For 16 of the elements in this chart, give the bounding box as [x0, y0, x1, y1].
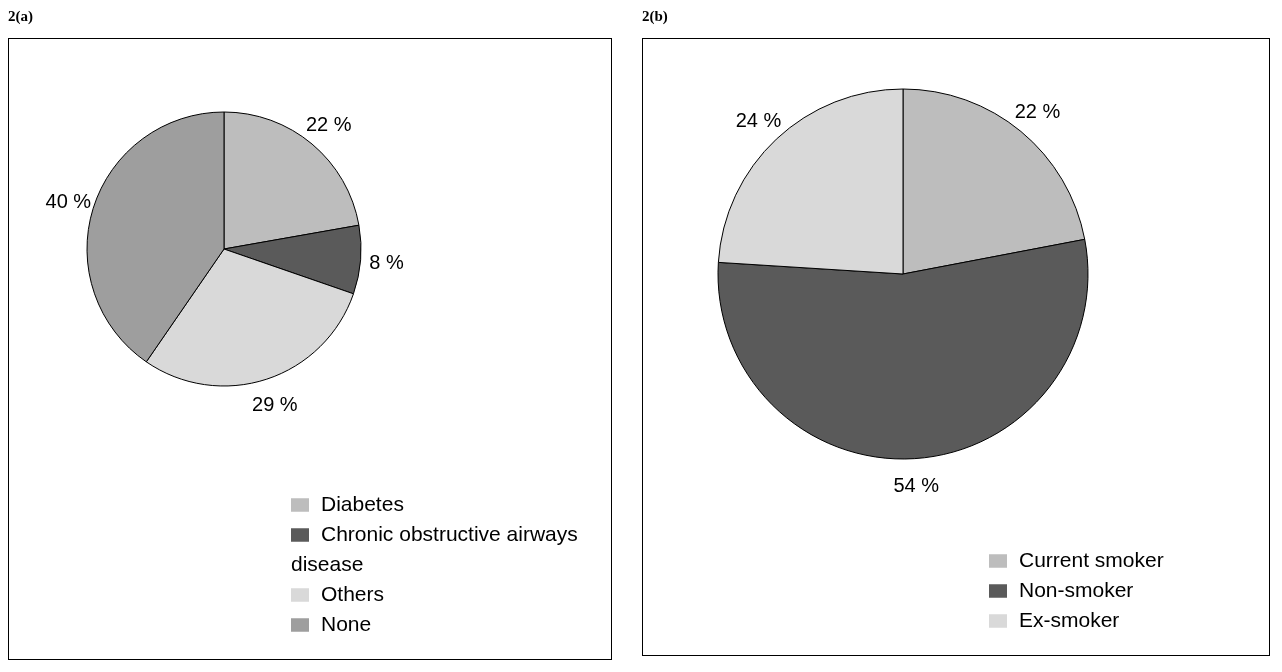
- legend-label: Diabetes: [321, 492, 404, 515]
- data-label: 54 %: [893, 473, 940, 496]
- data-label: 40 %: [45, 189, 92, 212]
- legend-label: Ex-smoker: [1019, 608, 1120, 631]
- data-label: 8 %: [369, 250, 404, 273]
- legend-label: Chronic obstructive airways disease: [291, 522, 578, 575]
- legend-label: Others: [321, 582, 385, 605]
- data-label: 29 %: [252, 392, 298, 415]
- legend-label: Current smoker: [1019, 548, 1164, 571]
- data-label: 22 %: [1014, 100, 1061, 123]
- chart-title: 2(a): [8, 8, 34, 26]
- chart-title: 2(b): [642, 8, 669, 26]
- data-label: 22 %: [305, 113, 352, 136]
- data-label: 24 %: [735, 109, 782, 132]
- legend-label: Non-smoker: [1019, 578, 1134, 601]
- legend-label: None: [321, 612, 372, 635]
